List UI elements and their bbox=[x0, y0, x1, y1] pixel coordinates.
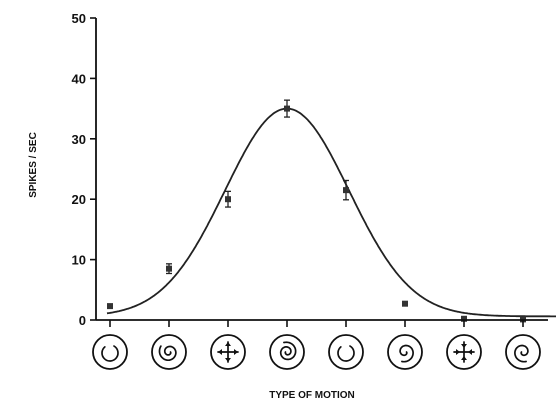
y-tick-label: 30 bbox=[72, 132, 86, 147]
ccw-circular-motion-icon bbox=[92, 334, 128, 370]
x-axis-label: TYPE OF MOTION bbox=[269, 390, 355, 401]
cw-circular-motion-icon bbox=[328, 334, 364, 370]
ccw-spiral-in-motion-icon bbox=[151, 334, 187, 370]
expansion-motion-icon bbox=[210, 334, 246, 370]
data-point bbox=[107, 303, 113, 310]
motion-type-icons bbox=[92, 334, 541, 370]
data-point bbox=[166, 265, 172, 272]
y-tick-label: 40 bbox=[72, 71, 86, 86]
ccw-spiral-out-motion-icon bbox=[505, 334, 541, 370]
y-tick-label: 20 bbox=[72, 192, 86, 207]
y-axis-label: SPIKES / SEC bbox=[28, 132, 39, 198]
data-point bbox=[461, 315, 467, 322]
data-points bbox=[107, 99, 526, 323]
data-point bbox=[225, 196, 231, 203]
data-point bbox=[284, 105, 290, 112]
data-point bbox=[343, 187, 349, 194]
fitted-gaussian-curve bbox=[106, 107, 556, 318]
contraction-motion-icon bbox=[446, 334, 482, 370]
data-point bbox=[402, 300, 408, 307]
x-axis-ticks bbox=[109, 320, 524, 327]
y-tick-label: 50 bbox=[72, 11, 86, 26]
cw-spiral-in-motion-icon bbox=[269, 334, 305, 370]
y-tick-label: 0 bbox=[79, 313, 86, 328]
cw-spiral-out-motion-icon bbox=[387, 334, 423, 370]
y-tick-label: 10 bbox=[72, 253, 86, 268]
y-axis-ticks: 0 10 20 30 40 50 bbox=[72, 11, 96, 328]
